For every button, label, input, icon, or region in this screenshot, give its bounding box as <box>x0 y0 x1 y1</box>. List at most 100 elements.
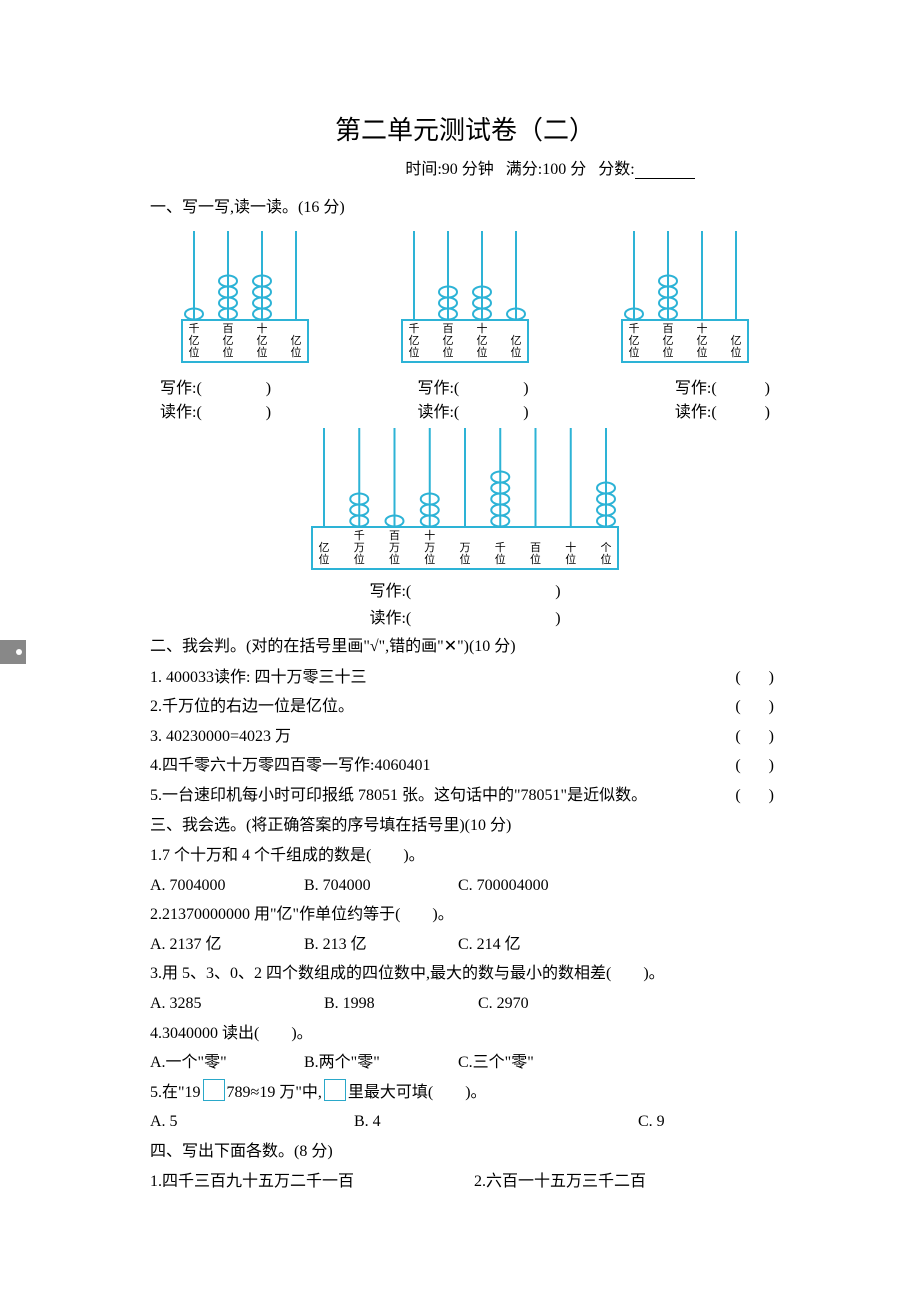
s3-q4-b[interactable]: B.两个"零" <box>304 1048 454 1078</box>
s3-q5-a[interactable]: A. 5 <box>150 1107 350 1137</box>
s3-q3-c[interactable]: C. 2970 <box>478 989 529 1019</box>
score-blank[interactable] <box>635 178 695 179</box>
svg-text:亿: 亿 <box>663 334 674 347</box>
read-3: 读作:( ) <box>675 398 770 422</box>
svg-text:百: 百 <box>223 323 234 335</box>
svg-text:位: 位 <box>460 552 471 566</box>
svg-text:百: 百 <box>530 542 541 554</box>
write-big: 写作:( ) <box>150 578 780 605</box>
answer-paren[interactable]: ( ) <box>735 781 780 811</box>
s3-q2-a[interactable]: A. 2137 亿 <box>150 930 300 960</box>
s3-q5-options: A. 5 B. 4 C. 9 <box>150 1107 780 1137</box>
svg-text:十: 十 <box>697 321 708 335</box>
s3-q1-b[interactable]: B. 704000 <box>304 871 454 901</box>
read-label: 读作:( <box>160 404 202 421</box>
abacus-svg-3: 千亿位百亿位十亿位亿位 <box>620 229 750 364</box>
svg-text:百: 百 <box>443 323 454 335</box>
read-label: 读作:( <box>675 404 717 421</box>
svg-text:位: 位 <box>223 345 234 359</box>
page-title: 第二单元测试卷（二） <box>150 110 780 147</box>
s3-q2-c[interactable]: C. 214 亿 <box>458 930 521 960</box>
close-paren: ) <box>266 380 271 397</box>
s3-q4-options: A.一个"零" B.两个"零" C.三个"零" <box>150 1048 780 1078</box>
svg-text:位: 位 <box>629 345 640 359</box>
svg-text:千: 千 <box>354 529 365 542</box>
s2-q3-text: 3. 40230000=4023 万 <box>150 728 291 745</box>
write-label: 写作:( <box>675 380 717 397</box>
svg-text:千: 千 <box>409 322 420 335</box>
svg-text:十: 十 <box>477 321 488 335</box>
fullmark-label: 满分:100 分 <box>506 161 586 178</box>
s3-q2-b[interactable]: B. 213 亿 <box>304 930 454 960</box>
abacus-row: 千亿位百亿位十亿位亿位 千亿位百亿位十亿位亿位 千亿位百亿位十亿位亿位 <box>150 229 780 372</box>
abacus-svg-1: 千亿位百亿位十亿位亿位 <box>180 229 310 364</box>
blank-square-icon[interactable] <box>203 1079 225 1101</box>
s3-q4-a[interactable]: A.一个"零" <box>150 1048 300 1078</box>
s3-q3-b[interactable]: B. 1998 <box>324 989 474 1019</box>
svg-text:千: 千 <box>629 322 640 335</box>
abacus-svg-2: 千亿位百亿位十亿位亿位 <box>400 229 530 364</box>
svg-text:位: 位 <box>495 552 506 566</box>
blank-square-icon[interactable] <box>324 1079 346 1101</box>
read-2: 读作:( ) <box>417 398 528 422</box>
svg-text:位: 位 <box>257 345 268 359</box>
s2-q5-text: 5.一台速印机每小时可印报纸 78051 张。这句话中的"78051"是近似数。 <box>150 787 647 804</box>
svg-text:亿: 亿 <box>257 334 268 347</box>
score-label: 分数: <box>598 161 634 178</box>
read-label-big: 读作:( <box>369 610 411 627</box>
s3-q4-c[interactable]: C.三个"零" <box>458 1048 534 1078</box>
svg-text:亿: 亿 <box>731 334 742 347</box>
svg-text:千: 千 <box>189 322 200 335</box>
abacus-1: 千亿位百亿位十亿位亿位 <box>180 229 310 372</box>
svg-text:位: 位 <box>511 345 522 359</box>
answer-paren[interactable]: ( ) <box>735 663 780 693</box>
s3-q5: 5.在"19789≈19 万"中,里最大可填( )。 <box>150 1078 780 1108</box>
svg-text:亿: 亿 <box>319 541 330 554</box>
write-row: 写作:( ) 写作:( ) 写作:( ) <box>150 374 780 398</box>
s3-q5-pre: 5.在"19 <box>150 1084 201 1101</box>
svg-text:十: 十 <box>565 540 576 554</box>
svg-text:万: 万 <box>424 542 435 554</box>
svg-text:亿: 亿 <box>189 334 200 347</box>
read-row: 读作:( ) 读作:( ) 读作:( ) <box>150 398 780 422</box>
answer-paren[interactable]: ( ) <box>735 722 780 752</box>
s3-q2: 2.21370000000 用"亿"作单位约等于( )。 <box>150 900 780 930</box>
s3-q3-a[interactable]: A. 3285 <box>150 989 320 1019</box>
svg-text:万: 万 <box>354 542 365 554</box>
svg-text:位: 位 <box>565 552 576 566</box>
section-2-heading: 二、我会判。(对的在括号里画"√",错的画"✕")(10 分) <box>150 632 780 662</box>
s3-q1-a[interactable]: A. 7004000 <box>150 871 300 901</box>
s4-q2: 2.六百一十五万三千二百 <box>474 1167 646 1197</box>
svg-text:位: 位 <box>530 552 541 566</box>
close-paren: ) <box>555 583 560 600</box>
section-4-heading: 四、写出下面各数。(8 分) <box>150 1137 780 1167</box>
close-paren: ) <box>523 404 528 421</box>
s3-q1-c[interactable]: C. 700004000 <box>458 871 549 901</box>
s3-q5-b[interactable]: B. 4 <box>354 1107 634 1137</box>
s3-q3: 3.用 5、3、0、2 四个数组成的四位数中,最大的数与最小的数相差( )。 <box>150 959 780 989</box>
s4-row: 1.四千三百九十五万二千一百 2.六百一十五万三千二百 <box>150 1167 780 1197</box>
page-root: 第二单元测试卷（二） 时间:90 分钟 满分:100 分 分数: 一、写一写,读… <box>0 0 920 1237</box>
write-label-big: 写作:( <box>369 583 411 600</box>
read-1: 读作:( ) <box>160 398 271 422</box>
answer-paren[interactable]: ( ) <box>735 692 780 722</box>
page-subtitle: 时间:90 分钟 满分:100 分 分数: <box>150 155 780 179</box>
svg-text:位: 位 <box>291 345 302 359</box>
s3-q3-options: A. 3285 B. 1998 C. 2970 <box>150 989 780 1019</box>
section-1-heading: 一、写一写,读一读。(16 分) <box>150 193 780 223</box>
abacus-big-wrap: 亿位千万位百万位十万位万位千位百位十位个位 <box>150 426 780 576</box>
write-label: 写作:( <box>417 380 459 397</box>
write-3: 写作:( ) <box>675 374 770 398</box>
svg-text:位: 位 <box>354 552 365 566</box>
s3-q5-c[interactable]: C. 9 <box>638 1107 665 1137</box>
read-label: 读作:( <box>417 404 459 421</box>
answer-paren[interactable]: ( ) <box>735 751 780 781</box>
svg-text:万: 万 <box>389 542 400 554</box>
s2-q2-text: 2.千万位的右边一位是亿位。 <box>150 698 354 715</box>
svg-text:亿: 亿 <box>409 334 420 347</box>
close-paren: ) <box>765 380 770 397</box>
svg-text:个: 个 <box>601 541 612 554</box>
svg-text:亿: 亿 <box>291 334 302 347</box>
s4-q1: 1.四千三百九十五万二千一百 <box>150 1167 470 1197</box>
s2-item-3: 3. 40230000=4023 万 ( ) <box>150 722 780 752</box>
